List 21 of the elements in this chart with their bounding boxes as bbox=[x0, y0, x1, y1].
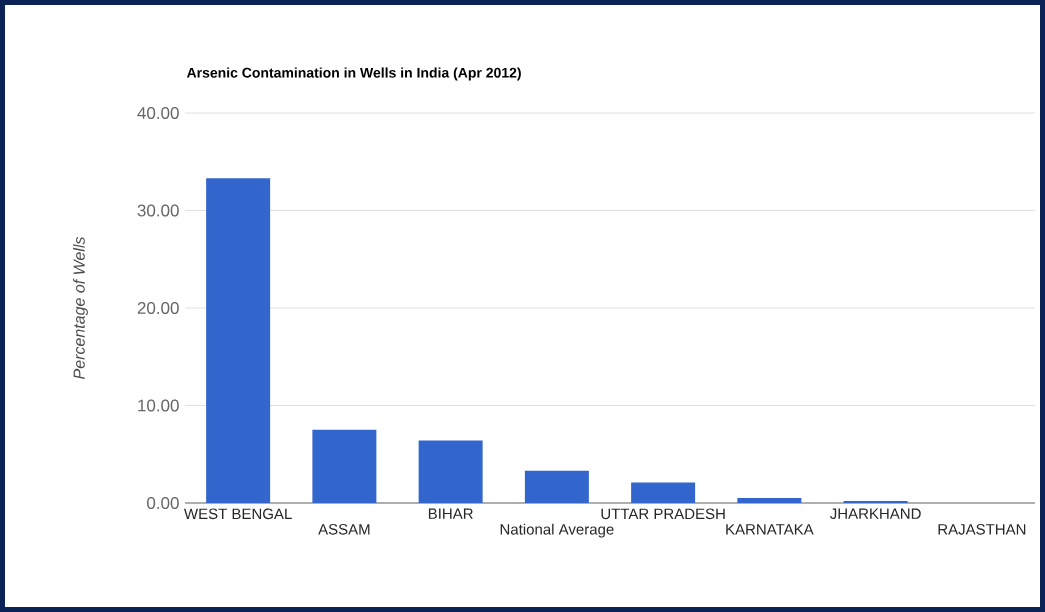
y-axis-title: Percentage of Wells bbox=[73, 236, 88, 379]
y-tick-label: 20.00 bbox=[137, 301, 179, 315]
x-tick-label: UTTAR PRADESH bbox=[601, 508, 725, 520]
x-tick-label: WEST BENGAL bbox=[184, 508, 292, 520]
x-tick-label: KARNATAKA bbox=[726, 524, 814, 535]
x-tick-label: JHARKHAND bbox=[830, 508, 921, 519]
bar bbox=[418, 440, 483, 503]
bar bbox=[206, 178, 271, 503]
bar bbox=[524, 470, 589, 503]
y-tick-label: 40.00 bbox=[137, 106, 179, 120]
y-tick-label: 10.00 bbox=[138, 399, 179, 412]
bar bbox=[631, 482, 696, 503]
bar bbox=[312, 429, 377, 503]
x-tick-label: ASSAM bbox=[318, 524, 370, 535]
x-tick-label: National Average bbox=[500, 523, 614, 538]
y-tick-label: 30.00 bbox=[137, 204, 179, 217]
bar bbox=[737, 498, 802, 503]
chart-title: Arsenic Contamination in Wells in India (Apr 2012) bbox=[186, 67, 521, 81]
x-tick-label: BIHAR bbox=[428, 508, 473, 519]
y-tick-label: 0.00 bbox=[147, 496, 179, 510]
x-tick-label: RAJASTHAN bbox=[938, 524, 1026, 535]
